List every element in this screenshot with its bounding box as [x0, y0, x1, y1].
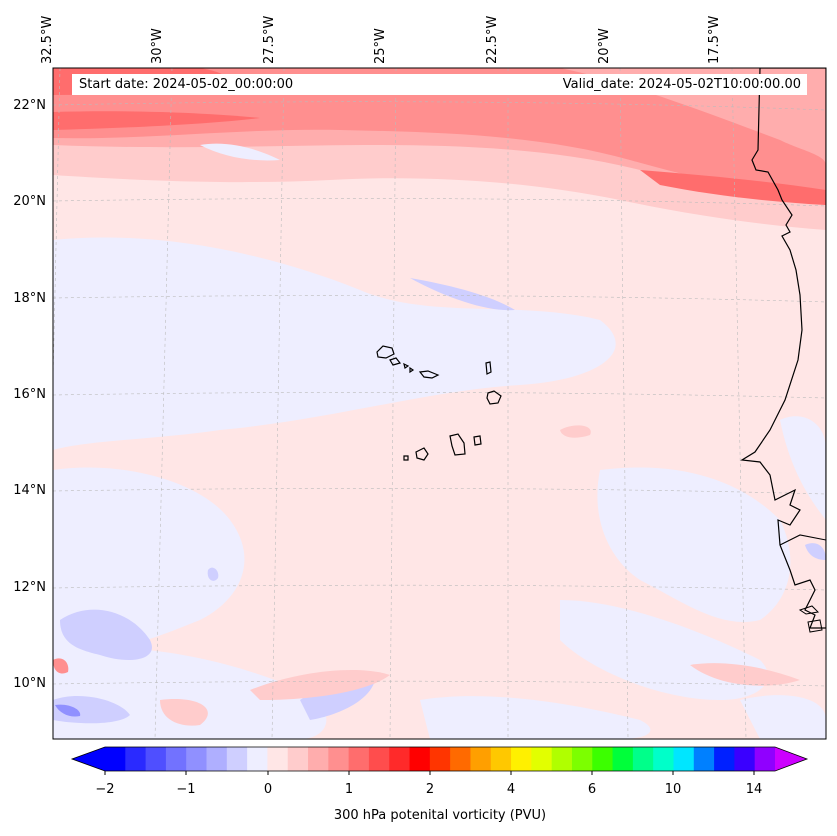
longitude-label: 30°W: [150, 28, 165, 64]
latitude-label: 12°N: [13, 580, 46, 595]
pv-region-lightblue: [780, 416, 826, 520]
latitude-label: 14°N: [13, 483, 46, 498]
latitude-label: 10°N: [13, 676, 46, 691]
pv-region-red-light: [53, 658, 69, 674]
colorbar-segment: [632, 747, 654, 771]
map-plot-area: [53, 68, 826, 739]
colorbar-tick: −2: [95, 782, 115, 797]
colorbar-segment: [551, 747, 573, 771]
colorbar-tick: −1: [176, 782, 196, 797]
pv-region-lightblue: [740, 695, 826, 739]
colorbar-segment: [754, 747, 776, 771]
pv-region-lightblue: [597, 467, 791, 622]
colorbar-segment: [612, 747, 634, 771]
pv-region-lightblue: [53, 467, 245, 653]
pv-region-pink: [560, 425, 591, 438]
colorbar-tick: 0: [263, 782, 273, 797]
colorbar-segment: [653, 747, 674, 771]
colorbar-segment: [450, 747, 471, 771]
colorbar-tick: 10: [664, 782, 682, 797]
colorbar-tick: 14: [745, 782, 763, 797]
colorbar-tick: 4: [506, 782, 516, 797]
pv-region-lightblue: [53, 237, 616, 450]
colorbar-segment: [592, 747, 614, 771]
longitude-label: 17.5°W: [707, 15, 722, 64]
cape-verde-islands: [376, 345, 502, 461]
african-coastline: [740, 68, 826, 629]
colorbar-segment: [186, 747, 208, 771]
latitude-label: 20°N: [13, 194, 46, 209]
latitude-label: 22°N: [13, 98, 46, 113]
pv-region-blue: [805, 543, 826, 560]
pv-region-blue: [207, 567, 219, 581]
colorbar-segment: [165, 747, 187, 771]
colorbar-segment: [247, 747, 268, 771]
colorbar-segment: [267, 747, 289, 771]
colorbar-segment: [693, 747, 715, 771]
coastline-detail: [798, 605, 823, 633]
pv-region-red: [53, 111, 260, 130]
colorbar-segment: [531, 747, 553, 771]
colorbar-segment: [490, 747, 512, 771]
colorbar-segment: [145, 747, 167, 771]
colorbar-segment: [389, 747, 411, 771]
colorbar-segment: [206, 747, 228, 771]
colorbar-segment: [368, 747, 390, 771]
pv-region-pink: [690, 663, 800, 686]
colorbar-segment: [409, 747, 431, 771]
date-info-box: [72, 74, 807, 95]
pv-region-red-light: [53, 68, 826, 200]
colorbar-segment: [734, 747, 756, 771]
colorbar: [70, 746, 809, 775]
graticule: [53, 68, 826, 739]
colorbar-segment: [328, 747, 350, 771]
colorbar-tick: 6: [587, 782, 597, 797]
pv-region-red: [640, 170, 826, 205]
colorbar-extend-max: [775, 747, 807, 771]
colorbar-segment: [125, 747, 147, 771]
colorbar-label: 300 hPa potenital vorticity (PVU): [333, 808, 547, 823]
longitude-label: 22.5°W: [485, 15, 500, 64]
pv-region-blue: [410, 278, 515, 311]
colorbar-tick: 2: [425, 782, 435, 797]
pv-region-pink: [160, 699, 208, 726]
colorbar-segment: [571, 747, 593, 771]
colorbar-segment: [511, 747, 532, 771]
longitude-label: 32.5°W: [40, 15, 55, 64]
map-frame: [52, 67, 827, 740]
colorbar-segment: [226, 747, 248, 771]
pv-region-blue: [53, 695, 130, 724]
pv-region-blue-strong: [55, 704, 81, 717]
pv-region-lightblue: [420, 696, 651, 739]
colorbar-segment: [308, 747, 329, 771]
latitude-label: 16°N: [13, 387, 46, 402]
start-date-text: Start date: 2024-05-02_00:00:00: [79, 77, 294, 92]
pv-region-pink: [250, 670, 390, 700]
coastline-detail: [779, 534, 826, 546]
colorbar-tick: 1: [344, 782, 354, 797]
colorbar-segment: [287, 747, 309, 771]
colorbar-segment: [470, 747, 492, 771]
colorbar-segment: [429, 747, 451, 771]
colorbar-segment: [348, 747, 370, 771]
latitude-label: 18°N: [13, 291, 46, 306]
colorbar-segment: [714, 747, 735, 771]
colorbar-segment: [105, 747, 126, 771]
pv-region-lightblue: [200, 143, 280, 161]
longitude-label: 25°W: [373, 28, 388, 64]
longitude-label: 27.5°W: [262, 15, 277, 64]
colorbar-extend-min: [72, 747, 105, 771]
pv-region-blue: [60, 609, 152, 660]
colorbar-segment: [673, 747, 695, 771]
valid-date-text: Valid_date: 2024-05-02T10:00:00.00: [562, 77, 801, 92]
longitude-label: 20°W: [597, 28, 612, 64]
